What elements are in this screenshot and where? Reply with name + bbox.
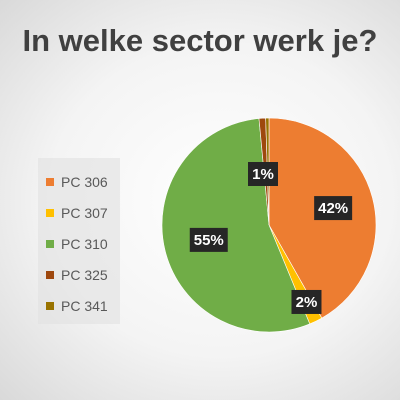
legend-label: PC 307 bbox=[61, 204, 108, 221]
data-label: 42% bbox=[314, 196, 353, 221]
legend-label: PC 325 bbox=[61, 266, 108, 283]
pie-slice bbox=[161, 118, 311, 333]
pie-data-labels: 42% 2% 55% 1% bbox=[189, 162, 353, 314]
legend-swatch bbox=[46, 208, 54, 217]
legend-swatch bbox=[46, 239, 54, 248]
legend-item: PC 341 bbox=[46, 290, 120, 321]
data-label-text: 2% bbox=[296, 294, 318, 311]
data-label-background bbox=[291, 289, 322, 314]
data-label: 1% bbox=[248, 162, 278, 186]
data-label-background bbox=[189, 227, 228, 252]
data-label: 55% bbox=[189, 227, 228, 252]
data-label-text: 55% bbox=[194, 232, 224, 249]
legend-swatch bbox=[46, 301, 54, 310]
chart-title: In welke sector werk je? bbox=[22, 23, 378, 58]
data-label: 2% bbox=[291, 289, 322, 314]
legend: PC 306 PC 307 PC 310 PC 325 PC 341 bbox=[38, 158, 120, 324]
legend-item: PC 307 bbox=[46, 197, 120, 228]
data-label-text: 42% bbox=[318, 200, 348, 217]
data-label-text: 1% bbox=[252, 166, 274, 183]
legend-label: PC 341 bbox=[61, 297, 108, 314]
legend-label: PC 306 bbox=[61, 173, 108, 190]
legend-item: PC 306 bbox=[46, 166, 120, 197]
legend-swatch bbox=[46, 177, 54, 186]
data-label-background bbox=[314, 196, 353, 221]
legend-item: PC 310 bbox=[46, 228, 120, 259]
legend-swatch bbox=[46, 270, 54, 279]
legend-label: PC 310 bbox=[61, 235, 108, 252]
pie-slices bbox=[161, 117, 377, 333]
data-label-background bbox=[248, 162, 278, 186]
legend-item: PC 325 bbox=[46, 259, 120, 290]
